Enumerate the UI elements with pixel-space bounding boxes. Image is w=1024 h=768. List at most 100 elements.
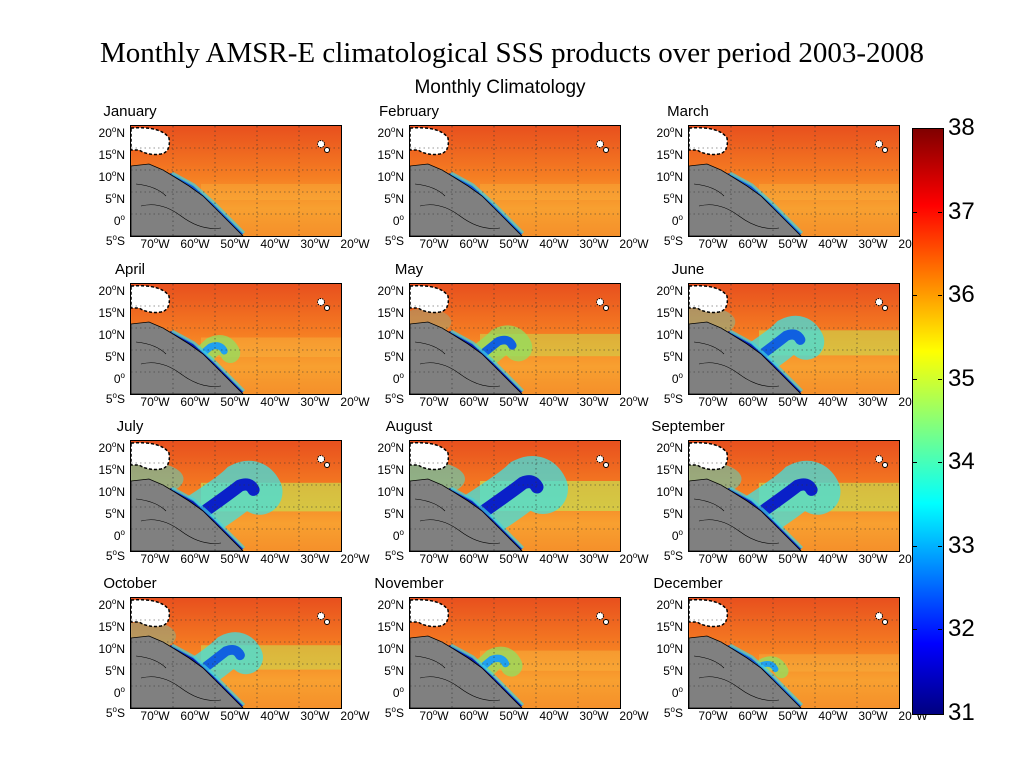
month-panel-february: February 20oN 15oN 10oN 5oN 0o 5oS 70oW 60oW 50o… <box>356 103 649 258</box>
colorbar-tick-mark <box>938 545 942 547</box>
longitude-label: 70oW <box>140 236 170 251</box>
month-title: July <box>116 418 144 435</box>
latitude-label: 20oN <box>98 440 125 455</box>
latitude-label: 15oN <box>656 305 683 320</box>
sss-map <box>409 283 621 395</box>
sss-map <box>130 597 342 709</box>
longitude-label: 40oW <box>539 708 569 723</box>
longitude-label: 50oW <box>778 394 808 409</box>
latitude-label: 5oS <box>663 233 683 248</box>
longitude-label: 30oW <box>858 551 888 566</box>
month-title: September <box>651 418 725 435</box>
sss-map <box>130 283 342 395</box>
latitude-label: 10oN <box>377 484 404 499</box>
latitude-label: 10oN <box>656 484 683 499</box>
longitude-label: 70oW <box>419 551 449 566</box>
latitude-label: 10oN <box>98 484 125 499</box>
latitude-label: 20oN <box>377 597 404 612</box>
longitude-label: 60oW <box>180 394 210 409</box>
longitude-label: 40oW <box>539 236 569 251</box>
sss-map <box>409 440 621 552</box>
latitude-label: 5oS <box>105 705 125 720</box>
latitude-label: 5oN <box>384 506 404 521</box>
longitude-label: 20oW <box>340 236 370 251</box>
latitude-label: 0o <box>671 685 683 700</box>
longitude-label: 30oW <box>579 708 609 723</box>
longitude-label: 60oW <box>738 551 768 566</box>
latitude-label: 5oS <box>663 705 683 720</box>
month-panel-november: November 20oN 15oN 10oN 5oN 0o 5oS 70oW 60oW 50o… <box>356 575 648 730</box>
colorbar-tick-label: 31 <box>948 699 975 726</box>
latitude-label: 0o <box>392 528 404 543</box>
latitude-label: 20oN <box>656 125 683 140</box>
latitude-label: 10oN <box>98 169 125 184</box>
longitude-label: 30oW <box>300 708 330 723</box>
colorbar-tick-label: 38 <box>948 114 975 141</box>
longitude-label: 70oW <box>140 708 170 723</box>
figure-title: Monthly Climatology <box>414 77 586 98</box>
longitude-label: 40oW <box>818 394 848 409</box>
month-panel-may: May 20oN 15oN 10oN 5oN 0o 5oS 70oW 60oW 50oW 40oW… <box>356 261 649 416</box>
longitude-label: 20oW <box>619 708 649 723</box>
colorbar-tick-mark <box>938 462 942 464</box>
latitude-label: 5oN <box>105 191 125 206</box>
colorbar-tick-label: 35 <box>948 364 975 392</box>
latitude-label: 10oN <box>377 169 404 184</box>
latitude-label: 5oN <box>663 191 683 206</box>
latitude-label: 5oS <box>105 548 125 563</box>
latitude-label: 15oN <box>98 619 125 634</box>
latitude-label: 0o <box>671 213 683 228</box>
latitude-label: 5oN <box>105 349 125 364</box>
colorbar-tick-label: 33 <box>948 531 975 559</box>
longitude-label: 50oW <box>499 708 529 723</box>
longitude-label: 60oW <box>459 236 489 251</box>
longitude-label: 50oW <box>499 236 529 251</box>
latitude-label: 0o <box>113 213 125 228</box>
month-panel-april: April 20oN 15oN 10oN 5oN 0o 5oS 70oW 60oW 50oW 40… <box>77 261 370 416</box>
longitude-label: 70oW <box>140 551 170 566</box>
colorbar <box>912 128 944 715</box>
latitude-label: 20oN <box>377 440 404 455</box>
latitude-label: 5oN <box>384 349 404 364</box>
longitude-label: 50oW <box>220 394 250 409</box>
colorbar-tick-mark <box>913 462 917 464</box>
latitude-label: 5oN <box>663 506 683 521</box>
sss-map <box>130 125 342 237</box>
longitude-label: 40oW <box>260 708 290 723</box>
latitude-label: 15oN <box>656 147 683 162</box>
month-title: April <box>114 261 145 278</box>
latitude-label: 0o <box>671 528 683 543</box>
longitude-label: 60oW <box>180 551 210 566</box>
longitude-label: 20oW <box>619 236 649 251</box>
longitude-label: 40oW <box>260 551 290 566</box>
latitude-label: 0o <box>392 371 404 386</box>
latitude-label: 15oN <box>377 305 404 320</box>
latitude-label: 0o <box>113 685 125 700</box>
longitude-label: 30oW <box>858 236 888 251</box>
latitude-label: 10oN <box>656 327 683 342</box>
latitude-label: 20oN <box>656 440 683 455</box>
month-panel-august: August 20oN 15oN 10oN 5oN 0o 5oS 70oW 60oW 50oW 4… <box>356 418 649 573</box>
month-panel-january: January 20oN 15oN 10oN 5oN 0o 5oS 70oW 60oW 50oW… <box>77 103 370 258</box>
longitude-label: 40oW <box>818 236 848 251</box>
longitude-label: 50oW <box>499 394 529 409</box>
sss-map <box>688 283 900 395</box>
longitude-label: 30oW <box>579 236 609 251</box>
longitude-label: 70oW <box>698 236 728 251</box>
month-title: May <box>394 261 424 278</box>
latitude-label: 5oN <box>663 663 683 678</box>
slide-title: Monthly AMSR-E climatological SSS produc… <box>99 37 925 69</box>
latitude-label: 10oN <box>656 169 683 184</box>
longitude-label: 60oW <box>180 708 210 723</box>
latitude-label: 15oN <box>377 462 404 477</box>
latitude-label: 5oS <box>663 548 683 563</box>
longitude-label: 40oW <box>260 394 290 409</box>
longitude-label: 30oW <box>579 551 609 566</box>
longitude-label: 30oW <box>858 708 888 723</box>
longitude-label: 20oW <box>340 394 370 409</box>
latitude-label: 0o <box>113 528 125 543</box>
